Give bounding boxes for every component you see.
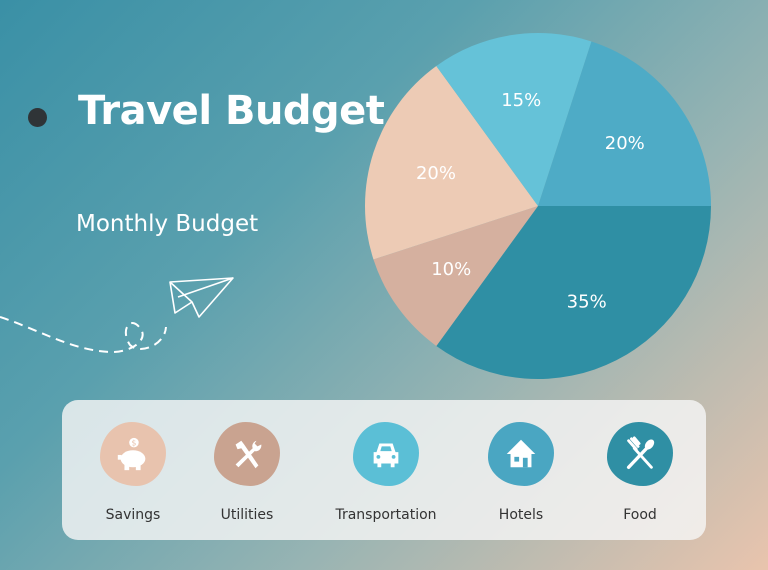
pie-data-label: 15%	[501, 90, 541, 111]
pie-slice	[538, 41, 711, 206]
paper-plane-icon	[0, 277, 234, 354]
svg-text:$: $	[132, 438, 137, 447]
legend-label: Hotels	[498, 507, 544, 523]
legend-label: Savings	[105, 507, 161, 523]
pie-slice	[436, 33, 592, 206]
house-icon	[488, 422, 554, 486]
legend-label: Utilities	[220, 507, 274, 523]
bullet-dot	[28, 108, 47, 127]
pie-data-label: 35%	[567, 292, 607, 313]
legend-label: Food	[623, 507, 657, 523]
legend-item-food[interactable]: Food	[570, 422, 710, 523]
legend-item-utilities[interactable]: Utilities	[177, 422, 317, 523]
fork-spoon-icon	[607, 422, 673, 486]
pie-slice	[373, 206, 538, 346]
pie-data-label: 10%	[431, 259, 471, 280]
legend-label: Transportation	[335, 507, 437, 523]
legend-item-savings[interactable]: $ Savings	[63, 422, 203, 523]
legend-item-hotels[interactable]: Hotels	[451, 422, 591, 523]
pie-slice	[364, 66, 538, 260]
page-subtitle: Monthly Budget	[76, 211, 259, 237]
pie-slice	[436, 206, 711, 379]
pie-data-label: 20%	[416, 163, 456, 184]
pie-chart: 35% 10% 20% 15% 20%	[364, 33, 711, 379]
tools-icon	[214, 422, 280, 486]
legend-panel: $ Savings Utilities Transportation Hotel…	[62, 400, 706, 540]
legend-item-transportation[interactable]: Transportation	[316, 422, 456, 523]
piggy-bank-icon: $	[100, 422, 166, 486]
pie-data-label: 20%	[605, 133, 645, 154]
car-icon	[353, 422, 419, 486]
page-title: Travel Budget	[78, 88, 385, 134]
